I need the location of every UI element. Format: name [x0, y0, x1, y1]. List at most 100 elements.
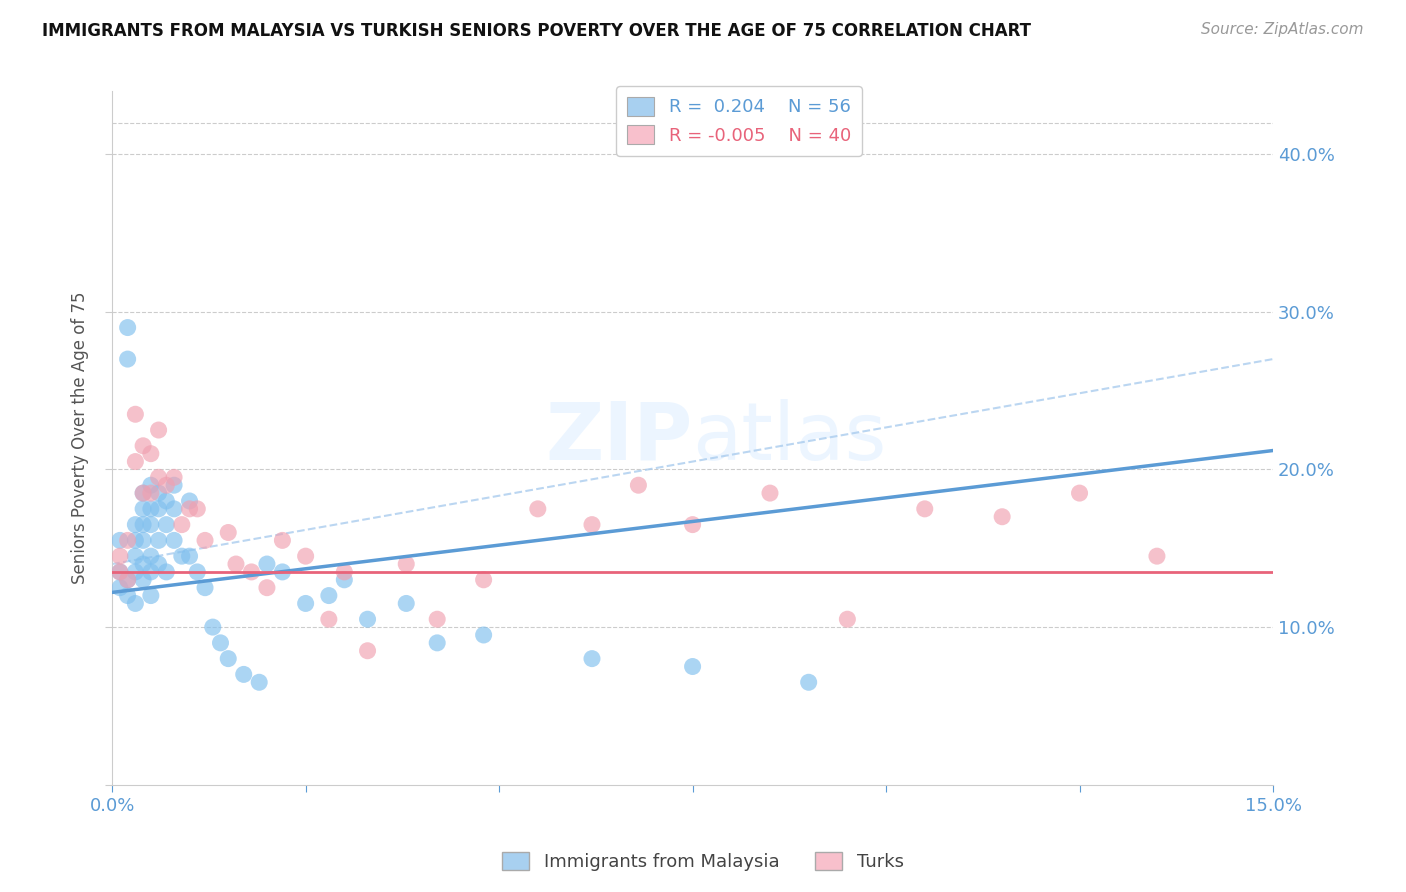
- Point: [627, 478, 650, 492]
- Point: [333, 565, 356, 579]
- Point: [179, 501, 201, 516]
- Point: [225, 557, 247, 571]
- Point: [318, 589, 340, 603]
- Text: ZIP: ZIP: [546, 399, 693, 477]
- Point: [148, 557, 170, 571]
- Point: [581, 651, 603, 665]
- Point: [108, 565, 131, 579]
- Point: [1069, 486, 1091, 500]
- Point: [163, 478, 186, 492]
- Point: [117, 533, 139, 548]
- Point: [139, 478, 162, 492]
- Point: [356, 612, 378, 626]
- Point: [294, 549, 316, 563]
- Point: [148, 423, 170, 437]
- Point: [148, 533, 170, 548]
- Point: [186, 565, 208, 579]
- Point: [139, 517, 162, 532]
- Point: [581, 517, 603, 532]
- Point: [163, 501, 186, 516]
- Point: [914, 501, 936, 516]
- Point: [117, 573, 139, 587]
- Point: [318, 612, 340, 626]
- Point: [256, 581, 278, 595]
- Point: [209, 636, 232, 650]
- Point: [139, 501, 162, 516]
- Point: [139, 486, 162, 500]
- Point: [148, 501, 170, 516]
- Point: [148, 470, 170, 484]
- Point: [108, 533, 131, 548]
- Point: [124, 565, 146, 579]
- Point: [472, 573, 495, 587]
- Point: [426, 636, 449, 650]
- Point: [201, 620, 224, 634]
- Point: [117, 352, 139, 367]
- Point: [682, 659, 704, 673]
- Point: [356, 644, 378, 658]
- Point: [124, 533, 146, 548]
- Legend: R =  0.204    N = 56, R = -0.005    N = 40: R = 0.204 N = 56, R = -0.005 N = 40: [616, 87, 862, 155]
- Point: [139, 549, 162, 563]
- Point: [132, 533, 155, 548]
- Point: [271, 565, 294, 579]
- Point: [194, 533, 217, 548]
- Point: [132, 486, 155, 500]
- Point: [426, 612, 449, 626]
- Point: [117, 573, 139, 587]
- Point: [132, 573, 155, 587]
- Point: [395, 557, 418, 571]
- Point: [163, 470, 186, 484]
- Point: [132, 501, 155, 516]
- Point: [217, 651, 239, 665]
- Point: [139, 447, 162, 461]
- Point: [155, 494, 177, 508]
- Point: [124, 597, 146, 611]
- Point: [117, 589, 139, 603]
- Point: [240, 565, 263, 579]
- Point: [139, 565, 162, 579]
- Point: [155, 517, 177, 532]
- Point: [132, 439, 155, 453]
- Point: [108, 565, 131, 579]
- Point: [179, 494, 201, 508]
- Text: atlas: atlas: [693, 399, 887, 477]
- Point: [117, 320, 139, 334]
- Point: [395, 597, 418, 611]
- Point: [132, 517, 155, 532]
- Point: [247, 675, 270, 690]
- Point: [256, 557, 278, 571]
- Legend: Immigrants from Malaysia, Turks: Immigrants from Malaysia, Turks: [495, 845, 911, 879]
- Point: [163, 533, 186, 548]
- Point: [108, 581, 131, 595]
- Y-axis label: Seniors Poverty Over the Age of 75: Seniors Poverty Over the Age of 75: [72, 292, 89, 584]
- Point: [179, 549, 201, 563]
- Point: [194, 581, 217, 595]
- Point: [472, 628, 495, 642]
- Point: [124, 549, 146, 563]
- Point: [170, 517, 193, 532]
- Point: [132, 557, 155, 571]
- Point: [232, 667, 254, 681]
- Point: [124, 407, 146, 421]
- Point: [148, 486, 170, 500]
- Point: [1146, 549, 1168, 563]
- Point: [124, 454, 146, 468]
- Point: [186, 501, 208, 516]
- Text: IMMIGRANTS FROM MALAYSIA VS TURKISH SENIORS POVERTY OVER THE AGE OF 75 CORRELATI: IMMIGRANTS FROM MALAYSIA VS TURKISH SENI…: [42, 22, 1031, 40]
- Point: [294, 597, 316, 611]
- Text: Source: ZipAtlas.com: Source: ZipAtlas.com: [1201, 22, 1364, 37]
- Point: [682, 517, 704, 532]
- Point: [170, 549, 193, 563]
- Point: [155, 565, 177, 579]
- Point: [124, 517, 146, 532]
- Point: [271, 533, 294, 548]
- Point: [797, 675, 820, 690]
- Point: [108, 549, 131, 563]
- Point: [132, 486, 155, 500]
- Point: [139, 589, 162, 603]
- Point: [991, 509, 1014, 524]
- Point: [527, 501, 550, 516]
- Point: [155, 478, 177, 492]
- Point: [217, 525, 239, 540]
